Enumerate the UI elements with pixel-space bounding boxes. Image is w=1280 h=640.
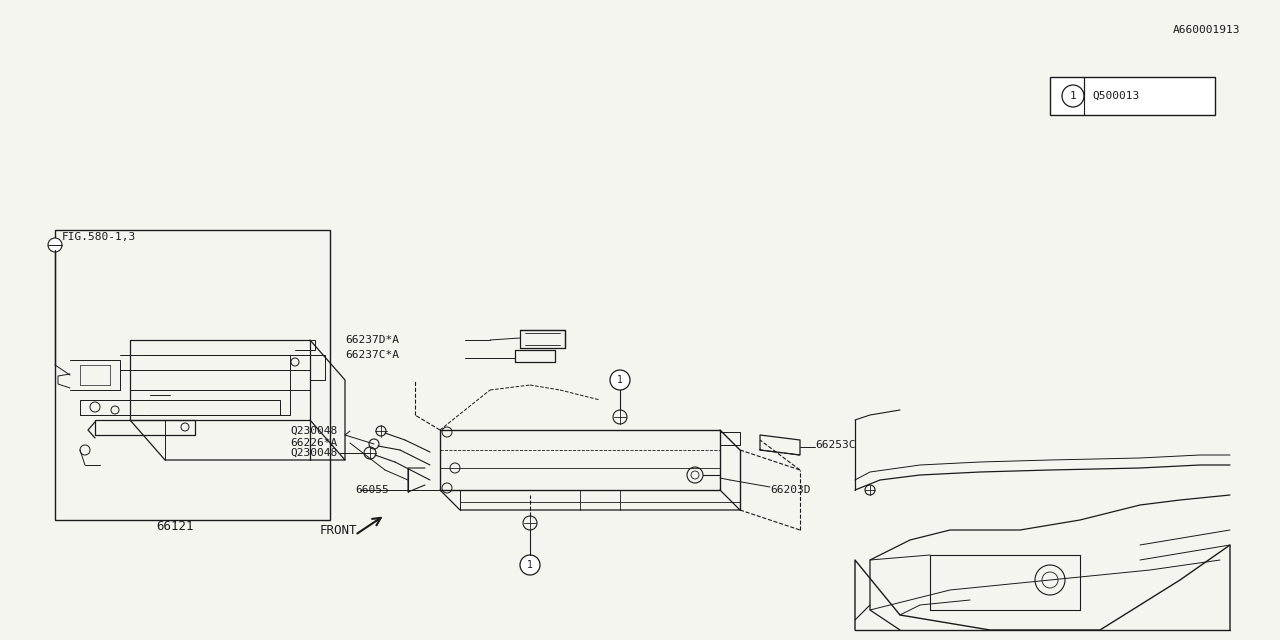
Text: 66237D*A: 66237D*A (346, 335, 399, 345)
Text: 66121: 66121 (156, 520, 193, 534)
Text: Q230048: Q230048 (291, 448, 337, 458)
Text: Q500013: Q500013 (1092, 91, 1139, 101)
Text: A660001913: A660001913 (1172, 25, 1240, 35)
Text: 66253C: 66253C (815, 440, 855, 450)
Text: 66226*A: 66226*A (291, 438, 337, 448)
Text: FRONT: FRONT (320, 524, 357, 536)
Text: 66203D: 66203D (771, 485, 810, 495)
Text: Q230048: Q230048 (291, 426, 337, 436)
Bar (1050, 77, 1215, 115)
Circle shape (611, 370, 630, 390)
Text: FIG.580-1,3: FIG.580-1,3 (61, 232, 136, 242)
Text: 1: 1 (1070, 91, 1076, 101)
Text: 1: 1 (617, 375, 623, 385)
Text: 1: 1 (527, 560, 532, 570)
Text: 66055: 66055 (355, 485, 389, 495)
Bar (55, 230, 330, 520)
Circle shape (1062, 85, 1084, 107)
Text: 66237C*A: 66237C*A (346, 350, 399, 360)
Circle shape (49, 238, 61, 252)
Circle shape (520, 555, 540, 575)
